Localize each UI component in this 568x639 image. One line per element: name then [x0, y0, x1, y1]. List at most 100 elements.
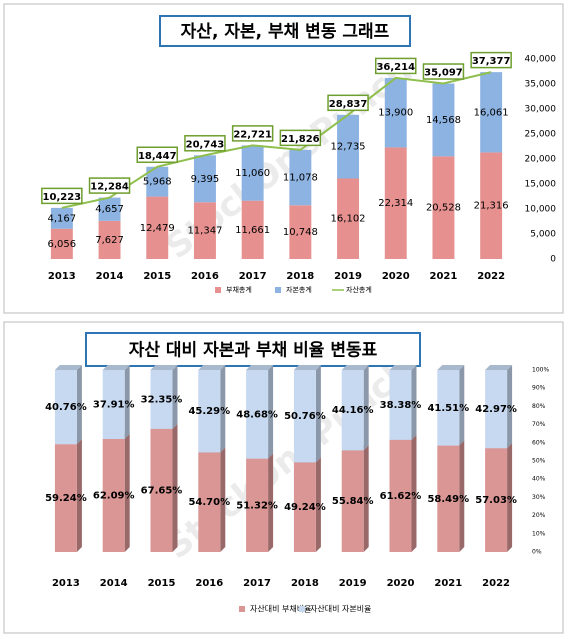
x-tick-label: 2013 — [52, 578, 80, 589]
x-tick-label: 2022 — [477, 271, 505, 282]
bar-top — [485, 365, 513, 370]
bar-side — [268, 453, 274, 552]
data-label: 14,568 — [426, 115, 461, 126]
bar-side — [411, 434, 417, 552]
data-label: 42.97% — [475, 404, 517, 415]
y-tick-label: 25,000 — [525, 130, 557, 140]
data-label: 11,078 — [283, 173, 318, 184]
title-box — [85, 332, 421, 367]
x-tick-label: 2016 — [195, 578, 223, 589]
y-tick-label: 50% — [532, 458, 546, 465]
bar — [246, 458, 269, 552]
bar-top — [293, 365, 321, 370]
bar — [480, 72, 503, 153]
bar-top — [246, 365, 274, 370]
bar-side — [411, 365, 417, 440]
bar — [54, 370, 77, 445]
bar — [50, 207, 73, 229]
bar — [337, 114, 360, 179]
x-tick-label: 2019 — [339, 578, 367, 589]
y-tick-label: 40,000 — [525, 55, 557, 65]
x-tick-label: 2015 — [143, 271, 171, 282]
y-tick-label: 80% — [532, 403, 546, 410]
x-tick-label: 2021 — [434, 578, 462, 589]
legend-label: 자본총계 — [286, 285, 312, 294]
data-label-box — [88, 177, 131, 194]
data-label: 55.84% — [332, 496, 374, 507]
data-label-box — [327, 94, 369, 112]
panel — [3, 3, 564, 314]
y-tick-label: 30% — [532, 494, 546, 501]
x-tick-label: 2018 — [291, 578, 319, 589]
legend-label: 자산총계 — [346, 285, 372, 294]
bar-side — [220, 447, 226, 552]
data-label-box — [41, 187, 83, 205]
data-label: 10,223 — [43, 192, 82, 203]
data-label: 54.70% — [188, 497, 230, 508]
data-label: 37.91% — [93, 399, 135, 410]
bar — [485, 448, 508, 552]
bar-side — [172, 423, 178, 552]
x-tick-label: 2013 — [48, 271, 76, 282]
data-label: 35,097 — [424, 68, 463, 79]
bar — [98, 220, 121, 259]
data-label: 11,347 — [187, 226, 222, 237]
y-tick-label: 100% — [532, 367, 549, 374]
legend-swatch — [239, 606, 245, 612]
title-box — [159, 15, 411, 47]
bar — [384, 77, 407, 148]
data-label: 12,735 — [331, 142, 366, 153]
data-label: 37,377 — [472, 56, 511, 67]
bar — [102, 370, 125, 439]
bar — [246, 370, 269, 459]
bar — [198, 370, 221, 453]
bar-side — [124, 365, 130, 439]
data-label: 18,447 — [138, 151, 177, 162]
y-tick-label: 0% — [532, 549, 542, 556]
legend-swatch — [299, 606, 305, 612]
bar — [241, 200, 264, 259]
data-label: 22,721 — [233, 129, 272, 140]
data-label-box — [231, 125, 274, 142]
data-label: 50.76% — [284, 411, 326, 422]
data-label: 67.65% — [141, 485, 183, 496]
data-label: 12,479 — [140, 223, 175, 234]
data-label: 4,657 — [95, 204, 124, 215]
data-label: 20,743 — [186, 139, 225, 150]
y-tick-label: 20,000 — [525, 155, 557, 165]
y-tick-label: 35,000 — [525, 80, 557, 90]
x-tick-label: 2022 — [482, 578, 510, 589]
bar-top — [389, 365, 417, 370]
data-label: 6,056 — [48, 239, 77, 250]
data-label: 5,968 — [143, 177, 172, 188]
data-label: 38.38% — [380, 400, 422, 411]
y-tick-label: 15,000 — [525, 180, 557, 190]
y-tick-label: 30,000 — [525, 105, 557, 115]
data-label: 12,284 — [90, 182, 129, 193]
bar-top — [102, 365, 130, 370]
bar-top — [150, 365, 178, 370]
data-label: 9,395 — [191, 174, 220, 185]
y-tick-label: 0 — [550, 255, 556, 265]
data-label: 49.24% — [284, 502, 326, 513]
bar — [193, 202, 216, 259]
bar — [480, 152, 503, 259]
x-tick-label: 2014 — [100, 578, 128, 589]
bar-top — [54, 365, 82, 370]
x-tick-label: 2017 — [239, 271, 267, 282]
data-label: 11,060 — [235, 168, 270, 179]
bar — [341, 370, 364, 451]
bar — [150, 370, 173, 429]
bar — [98, 197, 121, 221]
data-label: 11,661 — [235, 225, 270, 236]
bar — [432, 83, 455, 157]
bar-side — [268, 365, 274, 459]
data-label: 61.62% — [380, 491, 422, 502]
x-tick-label: 2020 — [382, 271, 410, 282]
data-label: 44.16% — [332, 405, 374, 416]
data-label: 32.35% — [141, 394, 183, 405]
bar — [289, 149, 312, 206]
data-label: 22,314 — [378, 198, 413, 209]
